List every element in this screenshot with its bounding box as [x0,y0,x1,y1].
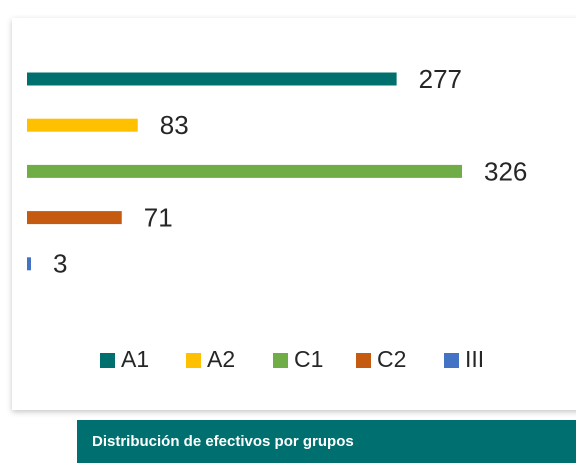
legend-label: C2 [377,346,406,372]
legend-swatch [444,353,459,368]
legend-swatch [100,353,115,368]
legend-swatch [356,353,371,368]
caption-bar [77,420,576,463]
legend-swatch [186,353,201,368]
bar [27,72,397,86]
data-label: 3 [53,249,67,279]
bar [27,164,462,178]
data-label: 277 [419,64,462,94]
legend-label: III [465,346,484,372]
bar [27,118,138,132]
bar [27,211,122,225]
legend-swatch [273,353,288,368]
data-label: 83 [160,110,189,140]
bar [27,257,32,271]
legend-label: C1 [294,346,323,372]
legend-label: A1 [121,346,149,372]
legend-label: A2 [207,346,235,372]
data-label: 326 [484,156,527,186]
caption: Distribución de efectivos por grupos [92,433,354,450]
data-label: 71 [144,202,173,232]
